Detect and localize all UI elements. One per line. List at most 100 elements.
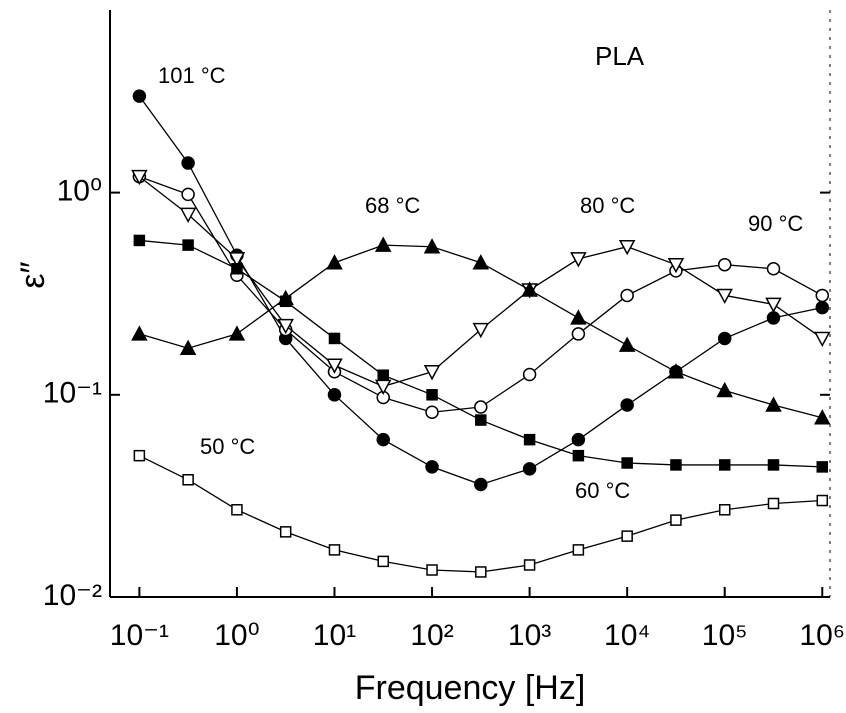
x-axis-title: Frequency [Hz] [355, 669, 586, 707]
data-point [620, 288, 634, 303]
data-point [571, 432, 586, 447]
data-point [374, 379, 392, 396]
data-point [228, 252, 246, 268]
data-point [523, 433, 536, 446]
data-point [279, 295, 292, 308]
data-point [133, 234, 146, 247]
x-tick-label: 10⁰ [214, 619, 259, 652]
data-point [231, 504, 243, 516]
data-point [815, 288, 830, 303]
data-point [425, 460, 439, 474]
data-point [326, 254, 343, 270]
plot-annotation: PLA [595, 41, 645, 71]
series-label: 68 °C [365, 193, 420, 218]
data-point [718, 459, 731, 471]
series-label: 50 °C [200, 434, 255, 459]
series-label: 80 °C [580, 193, 635, 218]
data-point [766, 262, 781, 276]
data-point [716, 288, 733, 305]
data-point [474, 477, 488, 492]
data-point [765, 297, 782, 313]
x-tick-label: 10³ [508, 619, 551, 652]
data-point [816, 494, 829, 507]
y-tick-label: 10⁻² [43, 579, 102, 612]
data-point [717, 257, 732, 272]
data-point [767, 459, 780, 471]
data-point [423, 365, 441, 381]
data-point [667, 363, 685, 379]
y-tick-label: 10⁰ [57, 175, 102, 208]
data-point [621, 530, 633, 542]
data-point [474, 400, 488, 414]
data-point [131, 325, 148, 341]
data-point [475, 566, 487, 578]
data-point [816, 461, 829, 473]
y-axis-title: ε″ [14, 261, 52, 288]
data-point [717, 331, 732, 346]
data-point [718, 504, 731, 516]
data-point [132, 89, 147, 103]
data-point [133, 449, 146, 462]
data-point [426, 564, 438, 576]
data-point [670, 514, 682, 526]
data-point [572, 449, 585, 462]
data-point [182, 474, 194, 486]
data-point [231, 263, 243, 275]
series-label: 90 °C [748, 211, 803, 236]
data-point [765, 396, 782, 412]
data-point [131, 169, 148, 186]
data-point [571, 327, 586, 341]
data-point [767, 497, 780, 510]
data-point [327, 388, 342, 402]
data-point [521, 281, 538, 297]
data-point [423, 238, 441, 254]
data-point [377, 369, 389, 381]
data-point [426, 389, 438, 401]
data-point [475, 414, 487, 426]
data-point [570, 309, 587, 325]
data-point [621, 457, 633, 469]
data-point [182, 239, 194, 251]
x-tick-label: 10⁶ [799, 619, 845, 652]
data-point [618, 239, 636, 256]
data-point [522, 367, 537, 382]
data-point [425, 405, 439, 419]
x-tick-label: 10¹ [313, 619, 356, 652]
data-point [472, 254, 490, 270]
data-point [472, 322, 490, 339]
data-point [815, 300, 830, 315]
data-point [277, 318, 294, 335]
data-point [181, 187, 195, 202]
data-point [670, 459, 682, 471]
data-point [376, 432, 390, 447]
data-point [374, 236, 392, 252]
data-point [523, 559, 536, 571]
data-point [814, 331, 831, 348]
data-point [179, 339, 197, 355]
x-tick-label: 10⁵ [702, 619, 748, 652]
x-tick-label: 10⁴ [604, 619, 650, 652]
data-point [181, 156, 195, 170]
data-point [326, 358, 343, 374]
data-point [572, 544, 585, 556]
data-point [618, 336, 636, 352]
data-point [522, 462, 537, 476]
y-tick-label: 10⁻¹ [43, 377, 102, 410]
data-point [228, 325, 246, 341]
data-point [667, 257, 685, 274]
data-point [570, 252, 587, 268]
data-point [179, 207, 197, 224]
data-point [620, 398, 634, 412]
x-tick-label: 10² [410, 619, 453, 652]
data-point [279, 526, 292, 538]
series-label: 60 °C [575, 478, 630, 503]
series-label: 101 °C [158, 63, 226, 88]
data-point [328, 332, 341, 345]
data-point [716, 381, 733, 398]
data-point [814, 409, 831, 425]
data-point [766, 311, 781, 325]
x-tick-label: 10⁻¹ [110, 619, 169, 652]
data-point [377, 555, 389, 568]
